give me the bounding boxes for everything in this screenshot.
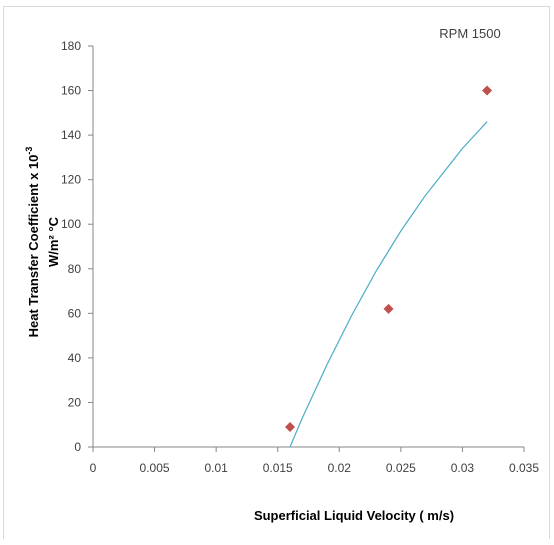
x-tick-label: 0	[90, 461, 97, 475]
data-point-diamond	[482, 85, 493, 96]
y-tick-label: 120	[61, 173, 81, 187]
x-axis-title: Superficial Liquid Velocity ( m/s)	[254, 508, 454, 523]
x-tick-label: 0.01	[204, 461, 228, 475]
data-point-diamond	[383, 303, 394, 314]
y-tick-label: 40	[68, 351, 82, 365]
x-tick-label: 0.02	[328, 461, 352, 475]
trendline	[289, 121, 488, 448]
y-tick-label: 160	[61, 84, 81, 98]
y-tick-label: 60	[68, 306, 82, 320]
y-axis-title-main: Heat Transfer Coefficient x 10	[26, 155, 41, 338]
y-tick-label: 140	[61, 128, 81, 142]
y-tick-label: 180	[61, 39, 81, 53]
y-tick-label: 0	[74, 440, 81, 454]
data-point-diamond	[285, 421, 296, 432]
x-tick-label: 0.025	[386, 461, 416, 475]
chart-frame	[3, 6, 550, 539]
y-axis-title-exponent: -3	[24, 147, 34, 155]
x-tick-label: 0.03	[451, 461, 475, 475]
axes-group	[92, 46, 524, 448]
x-tick-label: 0.035	[509, 461, 539, 475]
trend-group	[289, 121, 488, 448]
y-axis-title: Heat Transfer Coefficient x 10-3	[24, 147, 41, 338]
y-tick-label: 80	[68, 262, 82, 276]
ticks-group: 0 20 40 60 80 100 120 140 160 180 0 0.005 0.01 0.015 0…	[61, 39, 539, 475]
y-tick-label: 20	[68, 395, 82, 409]
y-tick-label: 100	[61, 217, 81, 231]
points-group	[285, 85, 493, 432]
chart-annotation: RPM 1500	[439, 26, 500, 41]
x-tick-label: 0.015	[263, 461, 293, 475]
x-tick-label: 0.005	[140, 461, 170, 475]
y-axis-title-units: W/m² °C	[46, 216, 61, 267]
